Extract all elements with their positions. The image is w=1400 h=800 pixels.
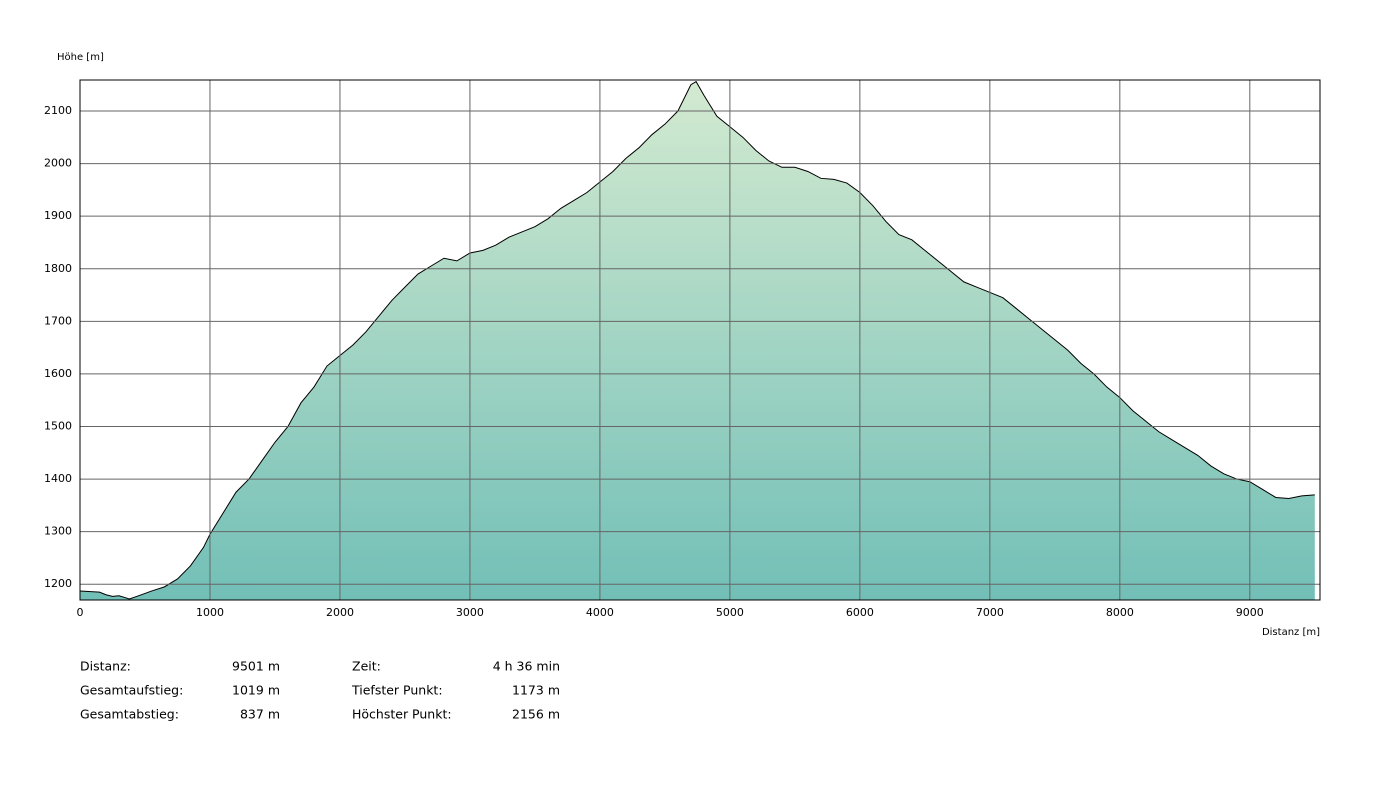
y-tick-label: 2100 [44, 104, 72, 117]
y-tick-label: 1300 [44, 525, 72, 538]
stat-label: Höchster Punkt: [352, 707, 452, 722]
y-tick-label: 1700 [44, 314, 72, 327]
profile-line [79, 80, 1315, 600]
x-tick-label: 6000 [846, 606, 874, 619]
y-tick-label: 1800 [44, 262, 72, 275]
stat-value: 837 m [240, 707, 280, 722]
stat-value: 9501 m [232, 659, 280, 674]
stat-value: 4 h 36 min [493, 659, 560, 674]
y-axis-label: Höhe [m] [57, 52, 104, 63]
plot-border [79, 79, 1321, 601]
x-tick-label: 0 [77, 606, 84, 619]
x-tick-label: 4000 [586, 606, 614, 619]
y-tick-label: 1500 [44, 419, 72, 432]
x-tick-label: 7000 [976, 606, 1004, 619]
x-tick-label: 3000 [456, 606, 484, 619]
x-tick-label: 1000 [196, 606, 224, 619]
y-tick-label: 1900 [44, 209, 72, 222]
x-tick-label: 2000 [326, 606, 354, 619]
y-tick-label: 1600 [44, 367, 72, 380]
x-tick-label: 8000 [1106, 606, 1134, 619]
x-tick-label: 5000 [716, 606, 744, 619]
stat-value: 2156 m [512, 707, 560, 722]
area-fill [80, 81, 1315, 601]
x-tick-label: 9000 [1236, 606, 1264, 619]
stat-label: Distanz: [80, 659, 131, 674]
y-tick-label: 1200 [44, 577, 72, 590]
y-tick-label: 2000 [44, 157, 72, 170]
stat-label: Tiefster Punkt: [351, 683, 443, 698]
stat-label: Zeit: [352, 659, 381, 674]
x-axis-label: Distanz [m] [1262, 627, 1320, 638]
stat-value: 1173 m [512, 683, 560, 698]
y-tick-label: 1400 [44, 472, 72, 485]
stat-value: 1019 m [232, 683, 280, 698]
stat-label: Gesamtaufstieg: [80, 683, 183, 698]
stat-label: Gesamtabstieg: [80, 707, 179, 722]
